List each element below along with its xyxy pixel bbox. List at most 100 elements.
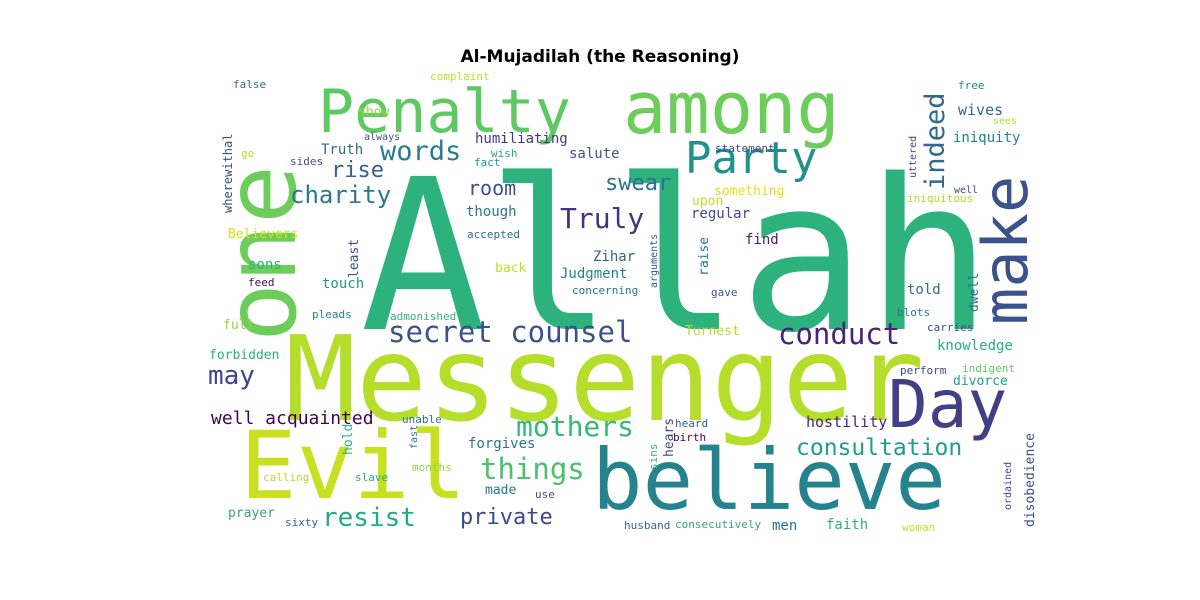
word-blots: blots — [897, 306, 931, 319]
word-though: though — [466, 204, 517, 220]
word-arguments: arguments — [649, 233, 660, 288]
word-judgment: Judgment — [560, 266, 628, 282]
word-room: room — [468, 176, 517, 200]
word-disobedience: disobedience — [1023, 433, 1038, 527]
word-forbidden: forbidden — [209, 348, 280, 363]
word-accepted: accepted — [467, 228, 520, 241]
word-turnest: Turnest — [685, 324, 740, 339]
chart-title: Al-Mujadilah (the Reasoning) — [460, 47, 740, 67]
word-men: men — [772, 518, 798, 534]
word-slave: slave — [355, 471, 389, 484]
word-allah: Allah — [360, 134, 993, 379]
word-full: full — [223, 318, 255, 333]
word-told: told — [907, 282, 941, 298]
word-wherewithal: wherewithal — [221, 133, 235, 213]
word-back: back — [495, 261, 527, 276]
word-among: among — [623, 66, 840, 150]
word-salute: salute — [569, 146, 620, 162]
word-evil: Evil — [240, 412, 467, 521]
word-sees: sees — [993, 116, 1018, 127]
word-may: may — [208, 361, 255, 391]
word-use: use — [535, 488, 555, 501]
word-knowledge: knowledge — [937, 338, 1013, 354]
word-indigent: indigent — [962, 362, 1015, 375]
word-concerning: concerning — [572, 284, 639, 297]
word-free: free — [958, 79, 985, 92]
word-iniquitous: iniquitous — [907, 192, 974, 205]
word-admonished: admonished — [390, 310, 457, 323]
word-feed: feed — [248, 276, 275, 289]
word-statement: statement — [715, 142, 775, 155]
word-messenger: Messenger — [285, 310, 925, 448]
word-perform: perform — [900, 364, 947, 377]
word-swear: swear — [605, 171, 672, 196]
word-ordained: ordained — [1003, 461, 1014, 510]
word-dwell: dwell — [967, 272, 982, 312]
word-always: always — [364, 132, 401, 143]
word-resist: resist — [322, 503, 416, 533]
word-complaint: complaint — [430, 70, 490, 83]
word-prayer: prayer — [228, 506, 275, 521]
word-upon: upon — [692, 194, 724, 209]
word-party: Party — [685, 133, 818, 184]
word-consultation: consultation — [796, 435, 963, 461]
word-cloud: Allah Messenger one Penalty among believe Evil… — [205, 66, 1042, 542]
word-wish: wish — [491, 147, 518, 160]
word-day: Day — [888, 366, 1008, 443]
word-regular: regular — [691, 206, 751, 222]
word-hostility: hostility — [806, 413, 888, 431]
word-something: something — [714, 184, 785, 199]
word-secret-counsel: secret counsel — [388, 315, 633, 349]
word-mothers: mothers — [516, 410, 635, 443]
word-iniquity: iniquity — [953, 130, 1021, 146]
word-fast: fast — [409, 424, 420, 449]
word-forgives: forgives — [468, 436, 536, 452]
word-consecutively: consecutively — [675, 518, 762, 531]
word-humiliating: humiliating — [475, 131, 568, 147]
word-hears: hears — [662, 417, 677, 457]
word-conduct: conduct — [778, 317, 901, 351]
word-sixty: sixty — [285, 516, 319, 529]
word-rise: rise — [331, 158, 384, 183]
word-husband: husband — [624, 519, 671, 532]
word-truth: Truth — [321, 142, 364, 158]
word-unable: unable — [402, 413, 442, 426]
word-heard: heard — [675, 417, 709, 430]
word-well-acquainted: well acquainted — [211, 408, 374, 429]
word-carries: carries — [927, 321, 974, 334]
word-months: months — [412, 461, 452, 474]
word-believers: Believers — [228, 227, 299, 242]
word-words: words — [380, 136, 462, 167]
word-truly: Truly — [560, 202, 645, 235]
word-fact: fact — [474, 156, 501, 169]
word-uttered: uttered — [908, 135, 919, 178]
word-false: false — [233, 78, 267, 91]
word-sins: sins — [647, 443, 660, 471]
word-birth: birth — [673, 431, 707, 444]
word-pleads: pleads — [312, 308, 352, 321]
word-charity: charity — [290, 181, 392, 209]
word-gave: gave — [711, 286, 738, 299]
word-things: things — [480, 452, 585, 486]
word-least: least — [347, 238, 362, 278]
word-find: find — [745, 232, 779, 248]
word-show: show — [358, 105, 390, 120]
word-well: well — [954, 185, 979, 196]
word-indeed: indeed — [920, 92, 951, 190]
word-sides: sides — [290, 155, 324, 168]
word-woman: woman — [902, 521, 936, 534]
word-raise: raise — [697, 236, 712, 276]
word-calling: calling — [263, 471, 310, 484]
word-faith: faith — [826, 517, 869, 533]
word-wives: wives — [958, 101, 1004, 119]
word-made: made — [485, 483, 517, 498]
word-divorce: divorce — [953, 374, 1008, 389]
word-private: private — [460, 505, 553, 530]
word-zihar: Zihar — [593, 249, 636, 265]
word-sons: sons — [248, 257, 282, 273]
word-touch: touch — [322, 276, 365, 292]
word-penalty: Penalty — [318, 77, 571, 147]
word-believe: believe — [592, 431, 947, 529]
word-make: make — [969, 175, 1042, 325]
word-go: go — [241, 147, 255, 160]
